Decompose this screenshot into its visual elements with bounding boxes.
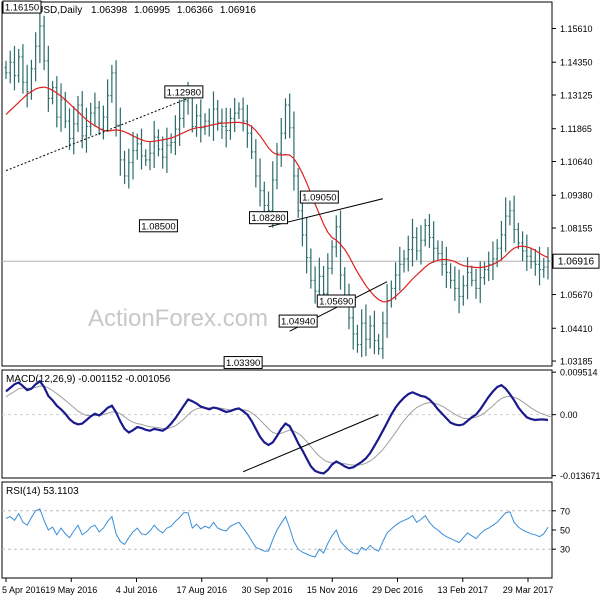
annotation-label-0: 1.16150: [5, 3, 39, 14]
rsi-y-tick-label: 70: [560, 506, 570, 516]
x-tick-label: 30 Sep 2016: [241, 585, 292, 595]
ohlc-open: 1.06398: [91, 5, 128, 16]
x-axis: 5 Apr 2016 19 May 2016 4 Jul 2016 17 Aug 20…: [2, 578, 553, 595]
price-panel-frame: [1, 1, 553, 367]
annotation-box-7: [316, 294, 356, 308]
price-y-tick-label: 1.14350: [560, 58, 593, 68]
rsi-line: [5, 508, 549, 558]
macd-line: [5, 379, 549, 475]
x-tick-label: 29 Dec 2016: [372, 585, 423, 595]
price-y-axis: 1.15610 1.14350 1.13125 1.11865 1.10640 1.093…: [552, 24, 593, 367]
price-y-tick-label: 1.05670: [560, 290, 593, 300]
rsi-label: RSI(14) 53.1103: [6, 486, 79, 497]
x-tick-label: 5 Apr 2016: [2, 585, 46, 595]
price-bars: [4, 7, 550, 359]
x-tick-label: 15 Nov 2016: [307, 585, 358, 595]
annotation-box-5: [299, 190, 339, 204]
annotation-label-6: 1.04940: [281, 317, 315, 328]
rsi-y-tick-label: 50: [560, 526, 570, 536]
x-tick-label: 13 Feb 2017: [437, 585, 488, 595]
annotation-label-5: 1.09050: [302, 193, 336, 204]
annotation-box-0: [2, 0, 42, 14]
price-y-tick-label: 1.03185: [560, 357, 593, 367]
annotation-label-4: 1.08280: [251, 213, 285, 224]
annotation-box-4: [249, 211, 289, 225]
price-y-tick-label: 1.15610: [560, 24, 593, 34]
svg-text:EURUSD,Daily 1.06398: EURUSD,Daily 1.06398 1.06995 1.06366 1.0…: [15, 5, 256, 16]
annotation-box-1: [164, 85, 204, 99]
x-tick-label: 4 Jul 2016: [116, 585, 158, 595]
moving-average-line: [5, 86, 549, 303]
ohlc-close: 1.06916: [220, 5, 257, 16]
timeframe-label: Daily: [60, 5, 82, 16]
macd-y-tick-label: -0.013671: [560, 471, 600, 481]
rsi-y-tick-label: 30: [560, 545, 570, 555]
price-annotations: 1.16150 1.12980 1.08500 1.03390 1.08280 1.090…: [2, 0, 356, 370]
annotation-label-1: 1.12980: [167, 87, 201, 98]
x-tick-label: 19 May 2016: [45, 585, 97, 595]
annotation-label-2: 1.08500: [141, 221, 175, 232]
annotation-box-6: [278, 314, 318, 328]
annotation-label-7: 1.05690: [319, 297, 353, 308]
dotted-trendline: [5, 97, 189, 172]
price-y-tick-label: 1.04410: [560, 324, 593, 334]
watermark-text: ActionForex.com: [88, 305, 268, 332]
ohlc-high: 1.06995: [134, 5, 171, 16]
rsi-y-axis: 70 50 30: [2, 506, 570, 555]
current-price-box: [552, 253, 600, 269]
annotation-label-3: 1.03390: [226, 358, 260, 369]
macd-panel-frame: [1, 369, 553, 479]
macd-y-tick-label: 0.009514: [560, 368, 598, 378]
price-y-tick-label: 1.13125: [560, 91, 593, 101]
annotation-box-3: [223, 356, 263, 370]
price-y-tick-label: 1.09380: [560, 191, 593, 201]
current-price-tag: 1.06916: [552, 253, 600, 269]
price-y-tick-label: 1.10640: [560, 157, 593, 167]
price-y-tick-label: 1.08155: [560, 224, 593, 234]
ohlc-low: 1.06366: [177, 5, 214, 16]
x-tick-label: 29 Mar 2017: [503, 585, 554, 595]
x-tick-label: 17 Aug 2016: [176, 585, 227, 595]
annotation-box-2: [138, 219, 178, 233]
macd-y-tick-label: 0.00: [560, 410, 578, 420]
current-price-text: 1.06916: [558, 257, 595, 268]
price-y-tick-label: 1.11865: [560, 124, 592, 134]
macd-trendline: [242, 414, 379, 473]
macd-label: MACD(12,26,9) -0.001152 -0.001056: [6, 374, 171, 385]
